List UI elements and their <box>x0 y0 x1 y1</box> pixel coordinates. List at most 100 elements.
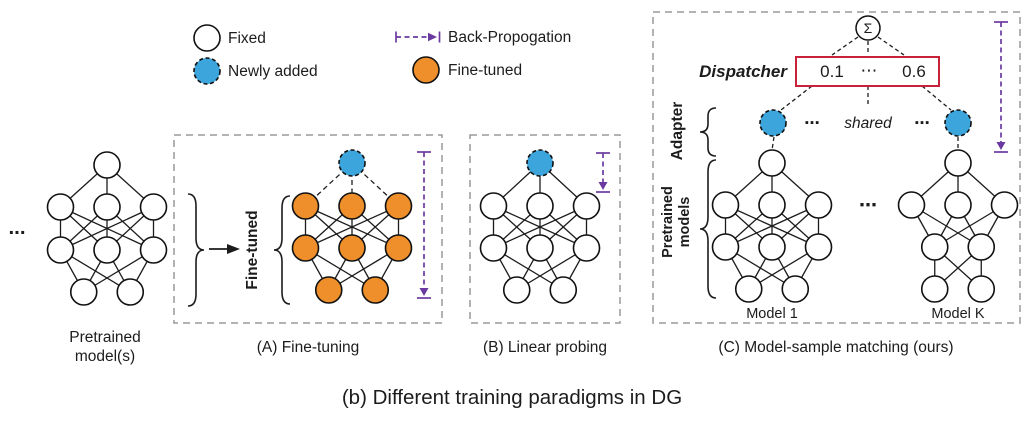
network-node <box>502 276 531 304</box>
network-node <box>549 276 578 304</box>
curly-brace <box>699 107 717 157</box>
network-edge <box>60 206 154 251</box>
network-node <box>526 192 554 220</box>
network-node <box>804 233 833 261</box>
network-model-1 <box>711 149 833 303</box>
network-node <box>338 149 366 177</box>
network-node <box>69 278 98 306</box>
legend-backprop-label: Back-Propogation <box>448 29 571 46</box>
fixed-node-icon <box>193 24 221 52</box>
curly-brace <box>273 195 291 305</box>
network-model-k <box>897 149 1019 303</box>
network-pretrained <box>46 151 168 306</box>
network-node <box>920 275 949 303</box>
adapter-node <box>944 109 972 137</box>
sum-to-dispatcher-line <box>877 36 905 56</box>
network-node <box>479 234 508 262</box>
model-k-label: Model K <box>931 306 985 322</box>
dispatcher-weight-dots: ⋯ <box>861 61 878 80</box>
network-node <box>479 192 508 220</box>
backprop-arrow-head <box>996 142 1006 150</box>
network-node <box>967 275 996 303</box>
network-node <box>93 236 121 264</box>
legend: Fixed Newly added Back-Propogation Fine-… <box>193 24 571 85</box>
network-node <box>920 233 949 261</box>
dispatcher-to-adapter-line <box>921 85 952 111</box>
network-node <box>46 236 75 264</box>
network-node <box>139 236 168 264</box>
dispatcher-connectors <box>771 36 959 151</box>
network-node <box>526 149 554 177</box>
network-node <box>804 191 833 219</box>
panel-c-box <box>652 11 1021 324</box>
model-1-label: Model 1 <box>746 306 798 322</box>
network-node <box>990 191 1019 219</box>
sum-node <box>855 15 881 41</box>
network-node <box>361 276 390 304</box>
becomes-arrow-head <box>227 244 240 254</box>
network-node <box>944 149 972 177</box>
network-node <box>572 234 601 262</box>
network-node <box>734 275 763 303</box>
network-node <box>781 275 810 303</box>
legend-newly-added-label: Newly added <box>228 63 318 80</box>
shared-label: shared <box>844 115 893 132</box>
sum-to-dispatcher-line <box>831 36 859 56</box>
newly-added-node-icon <box>193 57 221 85</box>
legend-finetuned-label: Fine-tuned <box>448 62 522 79</box>
network-node <box>338 234 366 262</box>
backprop-arrows-layer <box>417 21 1008 299</box>
dispatcher-box <box>795 56 940 87</box>
backprop-arrow <box>596 152 610 193</box>
network-node <box>46 193 75 221</box>
network-node <box>338 192 366 220</box>
panel-b-caption: (B) Linear probing <box>483 339 607 356</box>
dispatcher-label: Dispatcher <box>699 62 788 81</box>
adapter-dots-left: ⋯ <box>804 115 820 132</box>
network-node <box>758 191 786 219</box>
network-node <box>967 233 996 261</box>
pretrained-models-label-line1: Pretrained <box>69 329 141 346</box>
network-edge <box>493 205 587 249</box>
panel-a-caption: (A) Fine-tuning <box>257 339 360 356</box>
backprop-arrow <box>994 21 1008 153</box>
network-node <box>572 192 601 220</box>
network-node <box>291 234 320 262</box>
network-node <box>758 233 786 261</box>
models-ellipsis-middle: ⋯ <box>859 195 877 215</box>
legend-fixed-label: Fixed <box>228 30 266 47</box>
networks-layer <box>46 149 1019 306</box>
network-node <box>93 193 121 221</box>
adapter-node <box>759 109 787 137</box>
network-node <box>711 233 740 261</box>
network-edge <box>305 205 399 249</box>
network-node <box>314 276 343 304</box>
panel-c-caption: (C) Model-sample matching (ours) <box>718 339 953 356</box>
braces-layer <box>187 107 717 307</box>
becomes-arrow <box>209 244 240 254</box>
network-fine-tuning <box>291 149 413 304</box>
fine-tuned-node-icon <box>412 56 440 84</box>
network-node <box>291 192 320 220</box>
adapter-label: Adapter <box>669 102 686 161</box>
panel-a-box <box>173 134 443 324</box>
network-node <box>139 193 168 221</box>
backprop-icon <box>395 31 441 43</box>
network-node <box>711 191 740 219</box>
network-edge <box>725 204 819 248</box>
network-node <box>116 278 145 306</box>
models-ellipsis-left: ... <box>8 216 25 239</box>
adapters-layer <box>759 109 972 137</box>
network-node <box>384 192 413 220</box>
finetuned-side-label: Fine-tuned <box>244 210 261 289</box>
backprop-arrow-head <box>419 288 429 296</box>
dispatcher-weight-last: 0.6 <box>902 62 926 81</box>
network-node <box>758 149 786 177</box>
pretrained-group-label-line2: models <box>677 197 693 248</box>
dispatcher-weight-first: 0.1 <box>820 62 844 81</box>
adapter-to-model-line <box>771 136 775 151</box>
dispatcher-to-adapter-line <box>780 85 813 111</box>
pretrained-group-label-line1: Pretrained <box>660 186 676 258</box>
